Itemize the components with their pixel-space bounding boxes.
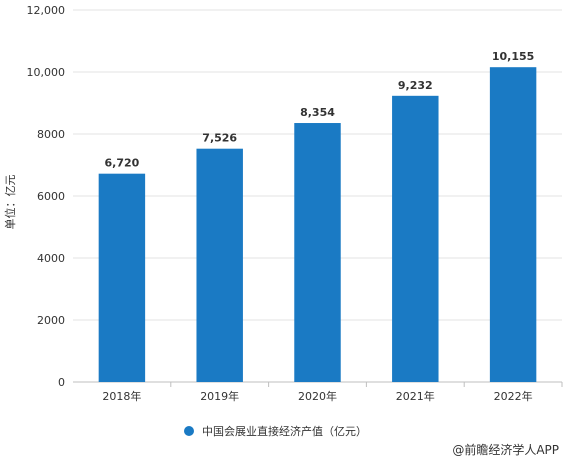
- bar: [392, 95, 439, 383]
- data-label: 10,155: [492, 50, 534, 63]
- x-tick-label: 2020年: [298, 389, 337, 403]
- x-tick-label: 2019年: [200, 389, 239, 403]
- bar: [294, 123, 341, 382]
- x-tick-label: 2018年: [102, 389, 141, 403]
- data-label: 9,232: [398, 79, 433, 92]
- legend-marker: [184, 426, 194, 436]
- source-credit: @前瞻经济学人APP: [452, 443, 559, 457]
- y-tick-label: 2000: [37, 314, 65, 327]
- y-tick-label: 8000: [37, 128, 65, 141]
- y-axis-title: 单位：亿元: [3, 175, 17, 230]
- bar: [489, 67, 537, 382]
- y-tick-label: 6000: [37, 190, 65, 203]
- data-label: 8,354: [300, 106, 335, 119]
- y-tick-label: 10,000: [27, 66, 66, 79]
- bar: [196, 148, 243, 382]
- legend-label: 中国会展业直接经济产值（亿元）: [202, 425, 367, 438]
- y-tick-label: 12,000: [27, 4, 66, 17]
- data-label: 7,526: [202, 132, 237, 145]
- bar: [98, 173, 146, 382]
- x-tick-label: 2022年: [494, 389, 533, 403]
- legend: 中国会展业直接经济产值（亿元）: [184, 423, 367, 439]
- y-tick-label: 4000: [37, 252, 65, 265]
- y-tick-label: 0: [58, 376, 65, 389]
- x-tick-label: 2021年: [396, 389, 435, 403]
- data-label: 6,720: [105, 157, 140, 170]
